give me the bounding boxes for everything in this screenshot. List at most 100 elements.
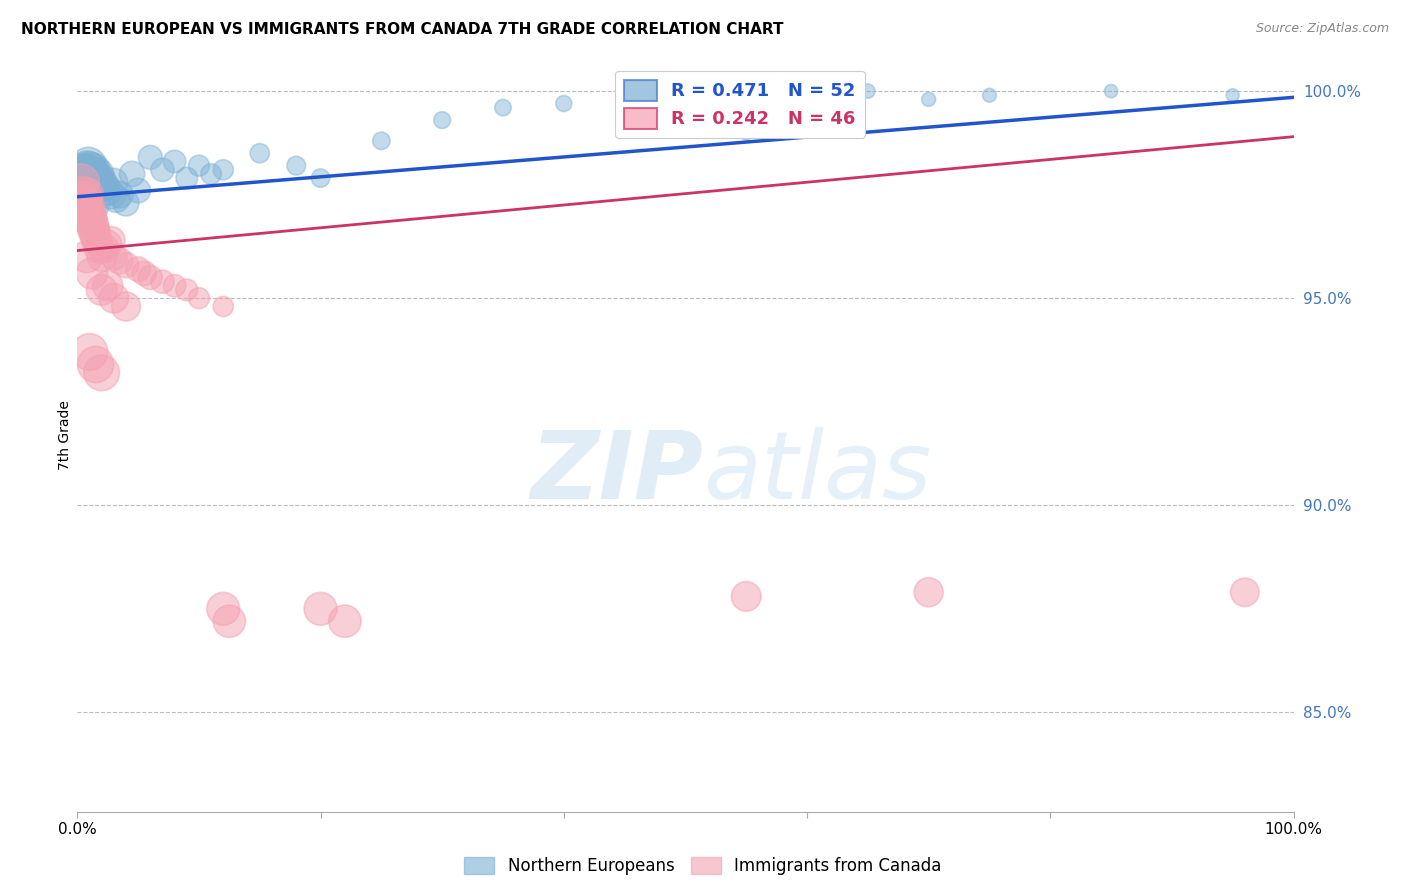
Point bbox=[79, 345, 101, 359]
Point bbox=[218, 614, 240, 628]
Point bbox=[152, 162, 174, 177]
Point bbox=[134, 266, 156, 280]
Point bbox=[75, 167, 97, 181]
Point bbox=[97, 184, 120, 198]
Point bbox=[83, 175, 105, 189]
Point bbox=[76, 162, 98, 177]
Point bbox=[856, 84, 879, 98]
Point bbox=[163, 154, 186, 169]
Point bbox=[115, 196, 138, 211]
Point bbox=[73, 192, 96, 206]
Point bbox=[75, 187, 97, 202]
Point bbox=[90, 366, 112, 380]
Point bbox=[103, 175, 125, 189]
Point bbox=[127, 184, 149, 198]
Point bbox=[89, 242, 111, 256]
Point bbox=[97, 278, 120, 293]
Point bbox=[87, 167, 110, 181]
Point bbox=[72, 167, 94, 181]
Point bbox=[212, 300, 235, 314]
Point bbox=[77, 159, 100, 173]
Point bbox=[918, 585, 941, 599]
Point bbox=[76, 200, 98, 214]
Point bbox=[90, 250, 112, 264]
Point bbox=[176, 283, 198, 297]
Y-axis label: 7th Grade: 7th Grade bbox=[58, 400, 72, 470]
Point bbox=[370, 134, 392, 148]
Point bbox=[90, 175, 112, 189]
Point bbox=[176, 171, 198, 186]
Point bbox=[69, 184, 91, 198]
Point bbox=[80, 266, 103, 280]
Point bbox=[212, 601, 235, 615]
Point bbox=[80, 212, 103, 227]
Point bbox=[432, 113, 454, 128]
Point bbox=[79, 208, 101, 222]
Text: ZIP: ZIP bbox=[530, 426, 703, 519]
Point bbox=[97, 237, 120, 252]
Point bbox=[285, 159, 308, 173]
Point bbox=[735, 126, 758, 140]
Point bbox=[70, 187, 93, 202]
Point bbox=[333, 614, 356, 628]
Point bbox=[979, 88, 1001, 103]
Point bbox=[73, 175, 96, 189]
Point bbox=[84, 179, 107, 194]
Point bbox=[82, 220, 104, 235]
Point bbox=[163, 278, 186, 293]
Point bbox=[1233, 585, 1256, 599]
Text: atlas: atlas bbox=[703, 427, 931, 518]
Point bbox=[188, 159, 211, 173]
Point bbox=[80, 167, 103, 181]
Point bbox=[188, 291, 211, 305]
Point bbox=[84, 358, 107, 372]
Point bbox=[100, 233, 122, 247]
Point bbox=[115, 300, 138, 314]
Point bbox=[67, 192, 90, 206]
Point bbox=[553, 96, 575, 111]
Point bbox=[200, 167, 222, 181]
Point bbox=[735, 590, 758, 604]
Point bbox=[76, 250, 98, 264]
Point bbox=[86, 171, 108, 186]
Point bbox=[249, 146, 271, 161]
Point bbox=[72, 196, 94, 211]
Point bbox=[82, 162, 104, 177]
Point bbox=[1099, 84, 1122, 98]
Point bbox=[127, 262, 149, 277]
Point bbox=[75, 171, 97, 186]
Point bbox=[121, 167, 143, 181]
Point bbox=[309, 601, 332, 615]
Point bbox=[212, 162, 235, 177]
Point bbox=[103, 250, 125, 264]
Point bbox=[100, 187, 122, 202]
Point bbox=[105, 192, 128, 206]
Point bbox=[309, 171, 332, 186]
Point bbox=[70, 171, 93, 186]
Text: NORTHERN EUROPEAN VS IMMIGRANTS FROM CANADA 7TH GRADE CORRELATION CHART: NORTHERN EUROPEAN VS IMMIGRANTS FROM CAN… bbox=[21, 22, 783, 37]
Point bbox=[93, 179, 115, 194]
Point bbox=[83, 225, 105, 239]
Point bbox=[152, 275, 174, 289]
Point bbox=[918, 92, 941, 106]
Legend: Northern Europeans, Immigrants from Canada: Northern Europeans, Immigrants from Cana… bbox=[457, 850, 949, 882]
Legend: R = 0.471   N = 52, R = 0.242   N = 46: R = 0.471 N = 52, R = 0.242 N = 46 bbox=[616, 70, 865, 137]
Point bbox=[93, 242, 115, 256]
Point bbox=[84, 229, 107, 244]
Point bbox=[70, 175, 93, 189]
Text: Source: ZipAtlas.com: Source: ZipAtlas.com bbox=[1256, 22, 1389, 36]
Point bbox=[108, 254, 131, 268]
Point bbox=[89, 171, 111, 186]
Point bbox=[79, 162, 101, 177]
Point bbox=[70, 175, 93, 189]
Point bbox=[675, 101, 697, 115]
Point bbox=[103, 291, 125, 305]
Point bbox=[1222, 88, 1244, 103]
Point bbox=[90, 283, 112, 297]
Point bbox=[80, 217, 103, 231]
Point bbox=[492, 101, 515, 115]
Point bbox=[108, 187, 131, 202]
Point bbox=[613, 92, 636, 106]
Point bbox=[139, 150, 162, 164]
Point bbox=[139, 270, 162, 285]
